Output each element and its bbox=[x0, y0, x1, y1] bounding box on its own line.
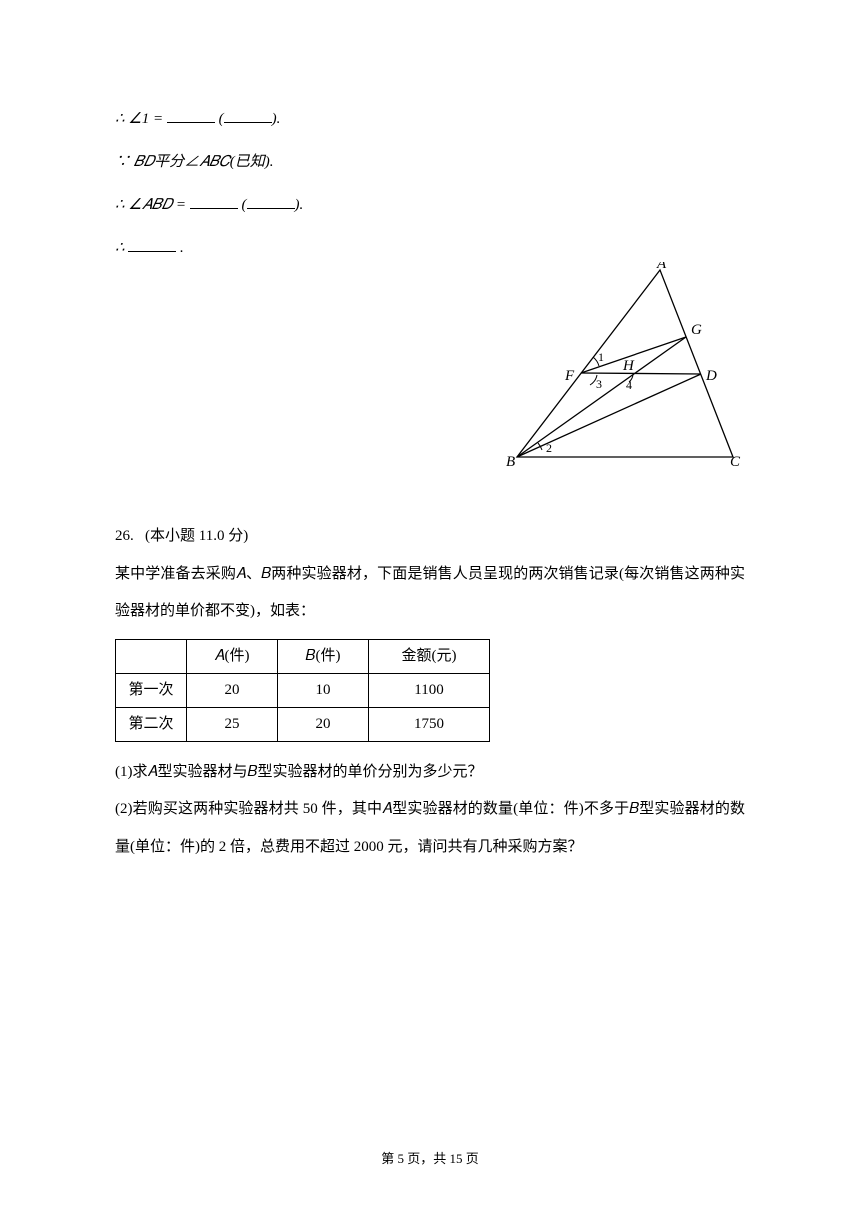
table-cell: 1750 bbox=[369, 707, 490, 741]
text: ∴ ∠𝐴𝐵𝐷 = bbox=[115, 197, 186, 213]
fill-blank[interactable] bbox=[190, 193, 238, 209]
table-cell: 25 bbox=[187, 707, 278, 741]
triangle-figure: A B C D G F H 1 3 2 4 bbox=[505, 262, 745, 482]
fill-blank[interactable] bbox=[247, 193, 295, 209]
label-D: D bbox=[705, 368, 717, 384]
label-F: F bbox=[564, 368, 575, 384]
text: ). bbox=[295, 197, 304, 213]
label-A: A bbox=[656, 262, 667, 272]
text: ∵ 𝐵𝐷平分∠𝐴𝐵𝐶(已知). bbox=[115, 154, 274, 170]
footer-text: 第 bbox=[381, 1151, 397, 1166]
page-footer: 第 5 页，共 15 页 bbox=[0, 1142, 860, 1176]
table-row: 第一次 20 10 1100 bbox=[116, 673, 490, 707]
question-points: (本小题 11.0 分) bbox=[145, 528, 248, 544]
proof-line-2: ∵ 𝐵𝐷平分∠𝐴𝐵𝐶(已知). bbox=[115, 143, 745, 182]
text: ∴ ∠1 = bbox=[115, 111, 163, 127]
table-row: 第二次 25 20 1750 bbox=[116, 707, 490, 741]
text: ). bbox=[272, 111, 281, 127]
table-cell: 第一次 bbox=[116, 673, 187, 707]
label-B: B bbox=[506, 454, 515, 470]
angle-2: 2 bbox=[546, 441, 552, 455]
angle-4: 4 bbox=[626, 378, 632, 392]
fill-blank[interactable] bbox=[224, 107, 272, 123]
table-cell: 20 bbox=[278, 707, 369, 741]
table-cell: 第二次 bbox=[116, 707, 187, 741]
table-header bbox=[116, 639, 187, 673]
footer-text: 页 bbox=[463, 1151, 479, 1166]
fill-blank[interactable] bbox=[128, 236, 176, 252]
question-number: 26. bbox=[115, 528, 134, 544]
fill-blank[interactable] bbox=[167, 107, 215, 123]
label-G: G bbox=[691, 322, 702, 338]
label-C: C bbox=[730, 454, 741, 470]
table-header: 金额(元) bbox=[369, 639, 490, 673]
footer-total: 15 bbox=[450, 1151, 463, 1166]
table-header: 𝐴(件) bbox=[187, 639, 278, 673]
label-H: H bbox=[622, 358, 635, 374]
text: . bbox=[180, 240, 184, 256]
proof-line-1: ∴ ∠1 = (). bbox=[115, 100, 745, 139]
table-header: 𝐵(件) bbox=[278, 639, 369, 673]
geometry-figure-block: A B C D G F H 1 3 2 4 bbox=[115, 272, 745, 512]
text: ∴ bbox=[115, 240, 125, 256]
question-intro: 某中学准备去采购𝐴、𝐵两种实验器材，下面是销售人员呈现的两次销售记录(每次销售这… bbox=[115, 556, 745, 631]
table-cell: 20 bbox=[187, 673, 278, 707]
proof-line-3: ∴ ∠𝐴𝐵𝐷 = (). bbox=[115, 186, 745, 225]
question-part-1: (1)求𝐴型实验器材与𝐵型实验器材的单价分别为多少元？ bbox=[115, 754, 745, 792]
table-cell: 1100 bbox=[369, 673, 490, 707]
table-row: 𝐴(件) 𝐵(件) 金额(元) bbox=[116, 639, 490, 673]
question-part-2: (2)若购买这两种实验器材共 50 件，其中𝐴型实验器材的数量(单位：件)不多于… bbox=[115, 791, 745, 866]
angle-1: 1 bbox=[598, 350, 604, 364]
sales-table: 𝐴(件) 𝐵(件) 金额(元) 第一次 20 10 1100 第二次 25 20… bbox=[115, 639, 490, 742]
angle-3: 3 bbox=[596, 377, 602, 391]
footer-text: 页，共 bbox=[404, 1151, 450, 1166]
table-cell: 10 bbox=[278, 673, 369, 707]
question-26: 26. (本小题 11.0 分) 某中学准备去采购𝐴、𝐵两种实验器材，下面是销售… bbox=[115, 518, 745, 866]
